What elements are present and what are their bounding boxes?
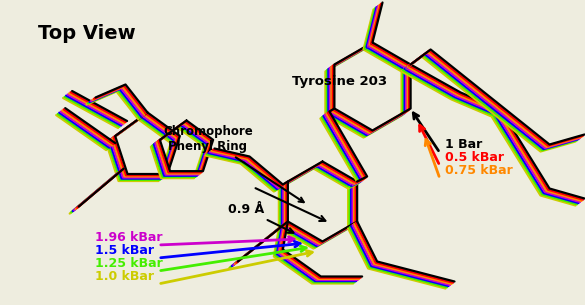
- Text: Tyrosine 203: Tyrosine 203: [292, 75, 387, 88]
- Text: 1.5 kBar: 1.5 kBar: [95, 244, 154, 257]
- Text: 0.5 kBar: 0.5 kBar: [445, 151, 504, 164]
- Text: Chromophore
Phenyl Ring: Chromophore Phenyl Ring: [163, 125, 304, 202]
- Text: 1.0 kBar: 1.0 kBar: [95, 270, 154, 283]
- Text: 1.96 kBar: 1.96 kBar: [95, 231, 163, 244]
- Text: 1.25 kBar: 1.25 kBar: [95, 257, 163, 270]
- Text: 0.9 Å: 0.9 Å: [228, 203, 294, 233]
- Text: Top View: Top View: [38, 24, 136, 43]
- Text: 0.75 kBar: 0.75 kBar: [445, 164, 512, 177]
- Text: 1 Bar: 1 Bar: [445, 138, 482, 151]
